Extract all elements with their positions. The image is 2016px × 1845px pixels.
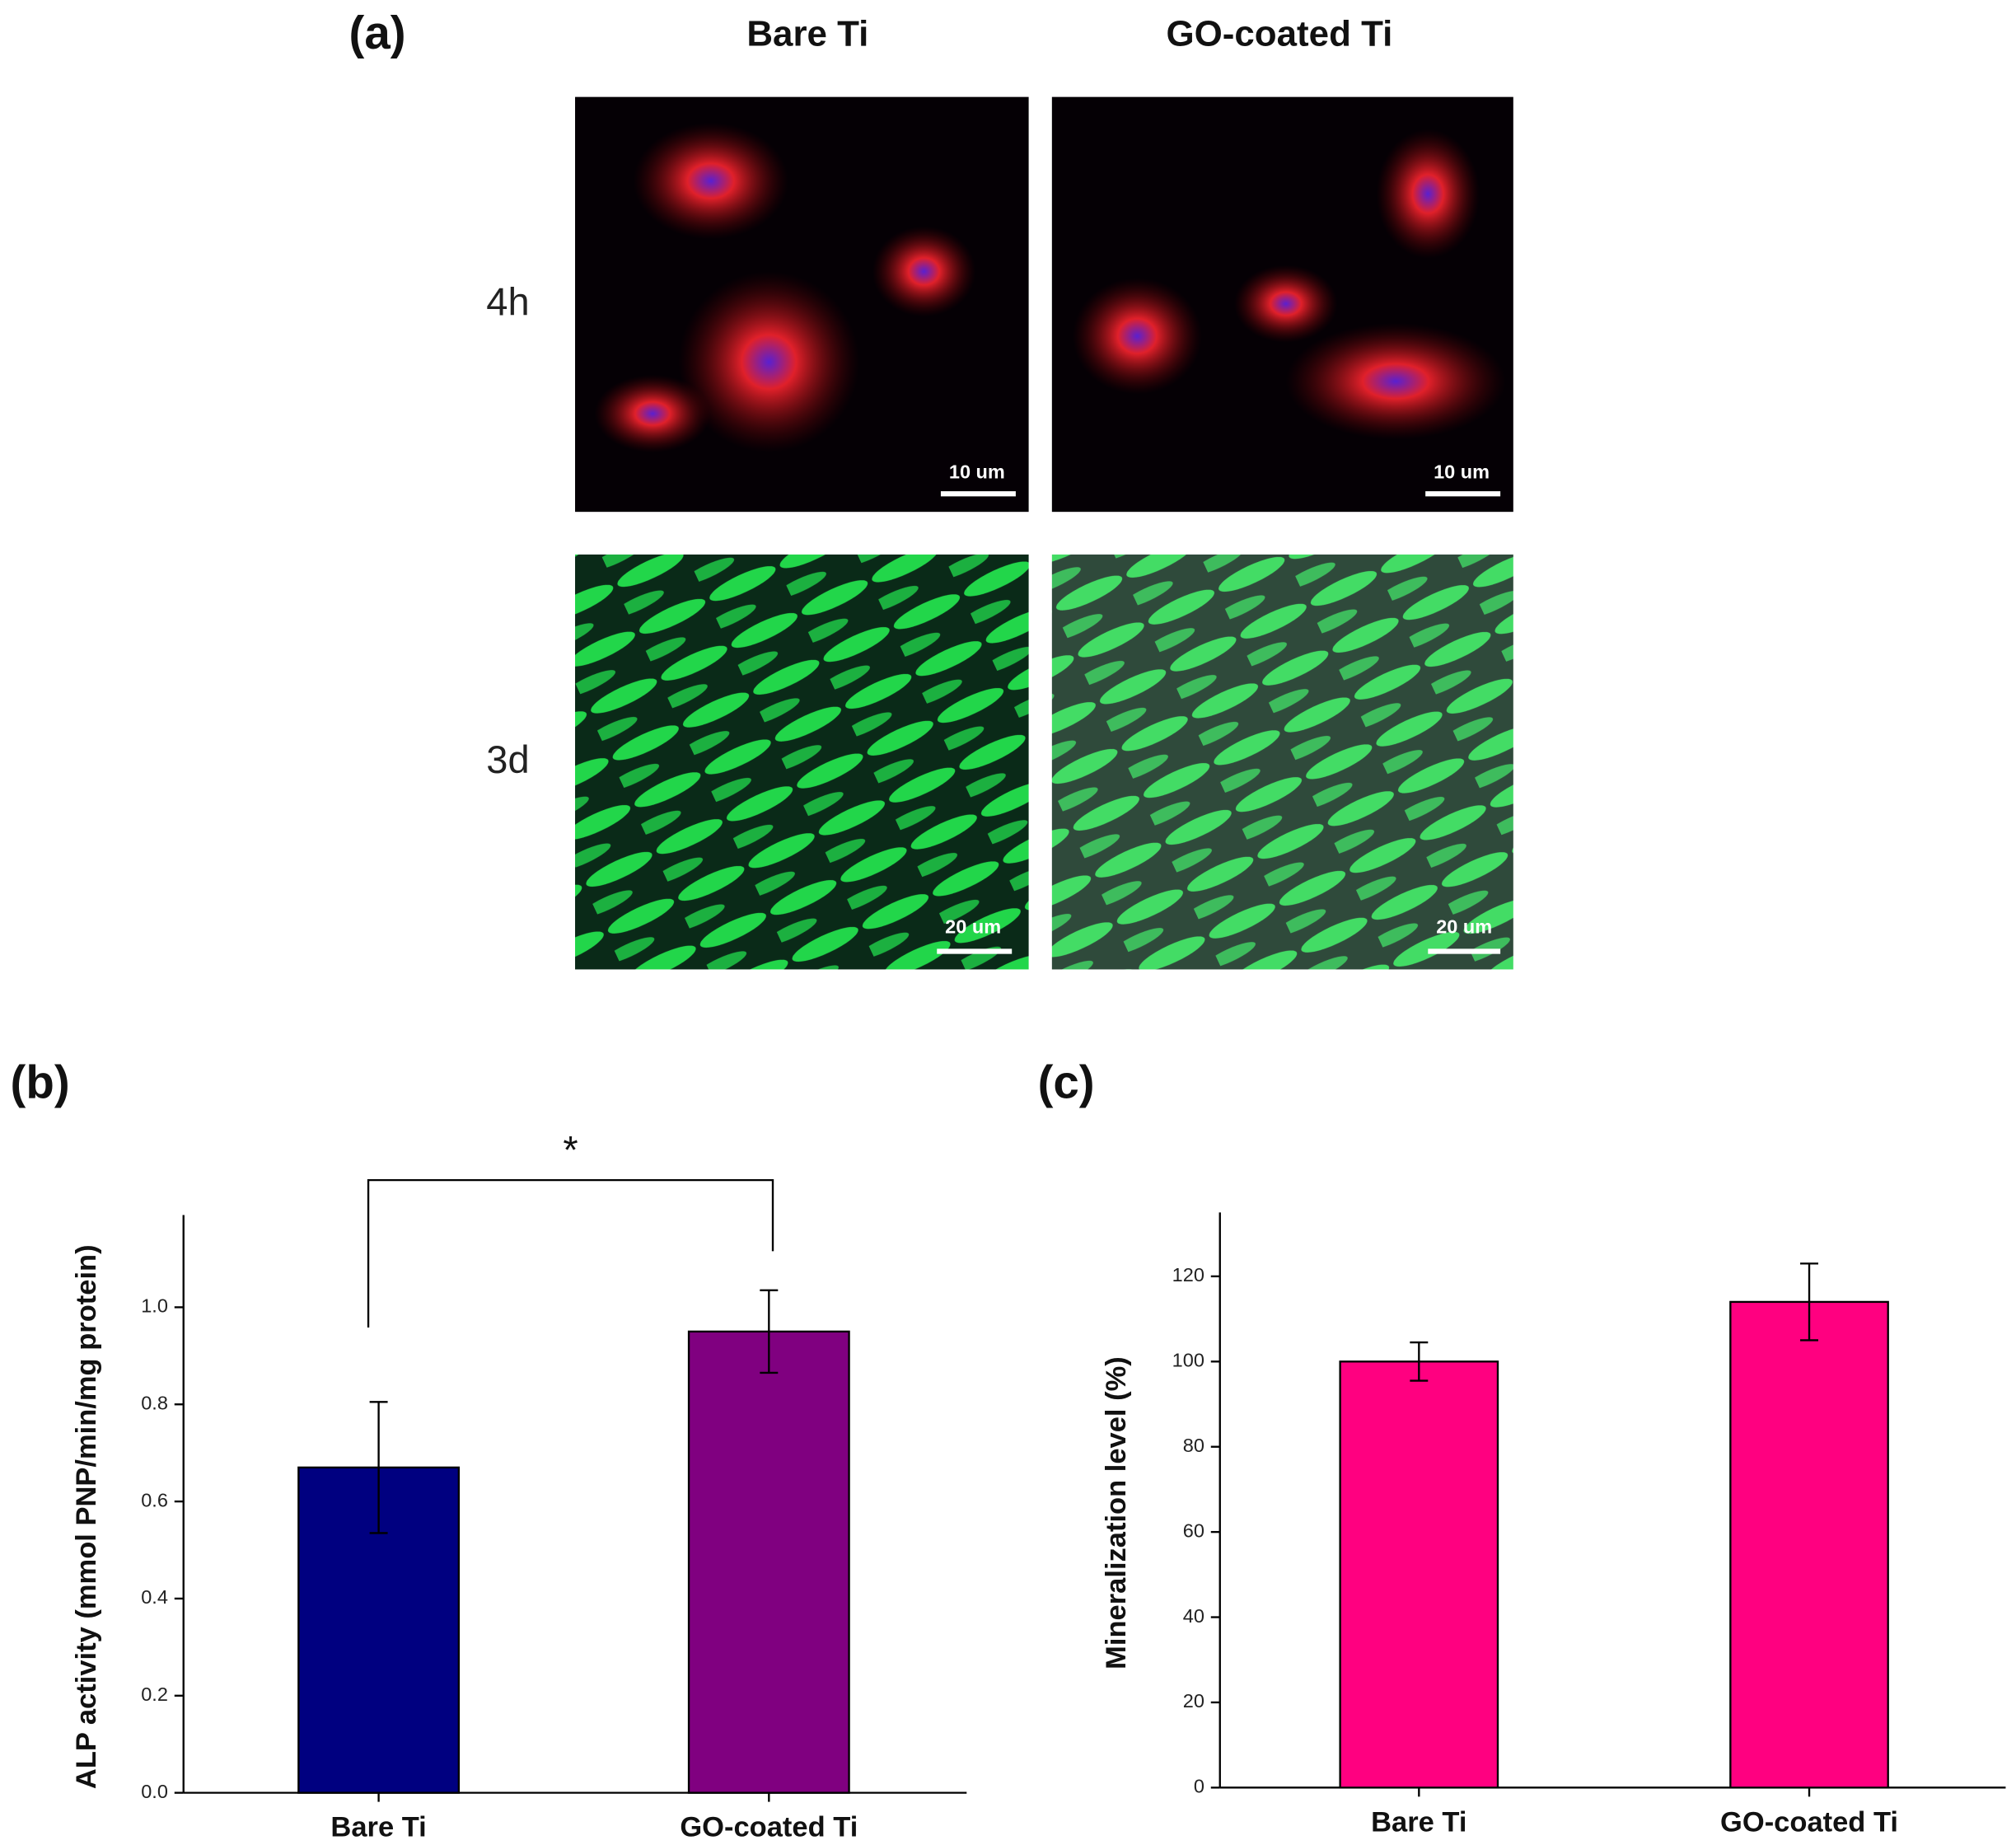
- x-tick-label: Bare Ti: [330, 1812, 426, 1843]
- error-bar: [369, 1401, 388, 1534]
- bar: [1729, 1300, 1889, 1789]
- error-bar: [1410, 1341, 1429, 1382]
- cell: [1285, 323, 1506, 440]
- panel-a: (a) Bare Ti GO-coated Ti 4h 3d 10 um 10 …: [349, 7, 1513, 970]
- error-bar: [1800, 1262, 1819, 1342]
- y-tick-label: 1.0: [141, 1295, 168, 1317]
- y-tick-label: 0.8: [141, 1392, 168, 1413]
- y-tick-label: 20: [1183, 1690, 1204, 1712]
- scale-label: 20 um: [945, 915, 1001, 937]
- cell: [678, 271, 860, 453]
- scale-label: 20 um: [1436, 915, 1492, 937]
- scale-label: 10 um: [1434, 461, 1490, 482]
- y-axis-label: ALP activity (mmol PNP/min/mg protein): [71, 1244, 102, 1789]
- y-tick-label: 120: [1172, 1264, 1204, 1285]
- y-tick-label: 0: [1194, 1776, 1204, 1797]
- bar: [1339, 1360, 1499, 1789]
- significance-label: *: [563, 1128, 578, 1172]
- micrograph: [575, 554, 1029, 970]
- panel-label: (a): [349, 7, 406, 59]
- x-tick-label: GO-coated Ti: [680, 1812, 858, 1843]
- micrograph: [1051, 554, 1513, 970]
- y-axis-label: Mineralization level (%): [1101, 1356, 1132, 1669]
- y-tick-label: 0.0: [141, 1781, 168, 1802]
- row-label: 3d: [486, 738, 529, 781]
- cell: [594, 374, 711, 453]
- scale-label: 10 um: [949, 461, 1005, 482]
- y-tick-label: 80: [1183, 1435, 1204, 1456]
- cell: [1376, 129, 1480, 259]
- significance-bracket: [367, 1178, 774, 1328]
- scale-bars: 10 um 10 um 20 um 20 um: [937, 461, 1501, 954]
- panel-label: (b): [11, 1056, 70, 1108]
- row-label: 4h: [486, 280, 529, 324]
- cell: [1072, 278, 1202, 395]
- panel-label: (c): [1038, 1056, 1095, 1108]
- cell: [872, 226, 976, 317]
- y-tick-label: 0.4: [141, 1586, 168, 1608]
- y-tick-label: 0.2: [141, 1683, 168, 1705]
- y-tick-label: 100: [1172, 1350, 1204, 1371]
- error-bar: [760, 1289, 779, 1374]
- cell: [1234, 265, 1338, 343]
- x-tick-label: GO-coated Ti: [1720, 1806, 1898, 1838]
- column-label: Bare Ti: [746, 14, 868, 54]
- bar: [687, 1330, 850, 1794]
- y-tick-label: 40: [1183, 1605, 1204, 1627]
- column-label: GO-coated Ti: [1166, 14, 1392, 54]
- x-tick-label: Bare Ti: [1371, 1806, 1466, 1838]
- cell: [633, 123, 788, 240]
- y-tick-label: 0.6: [141, 1489, 168, 1510]
- y-tick-label: 60: [1183, 1520, 1204, 1541]
